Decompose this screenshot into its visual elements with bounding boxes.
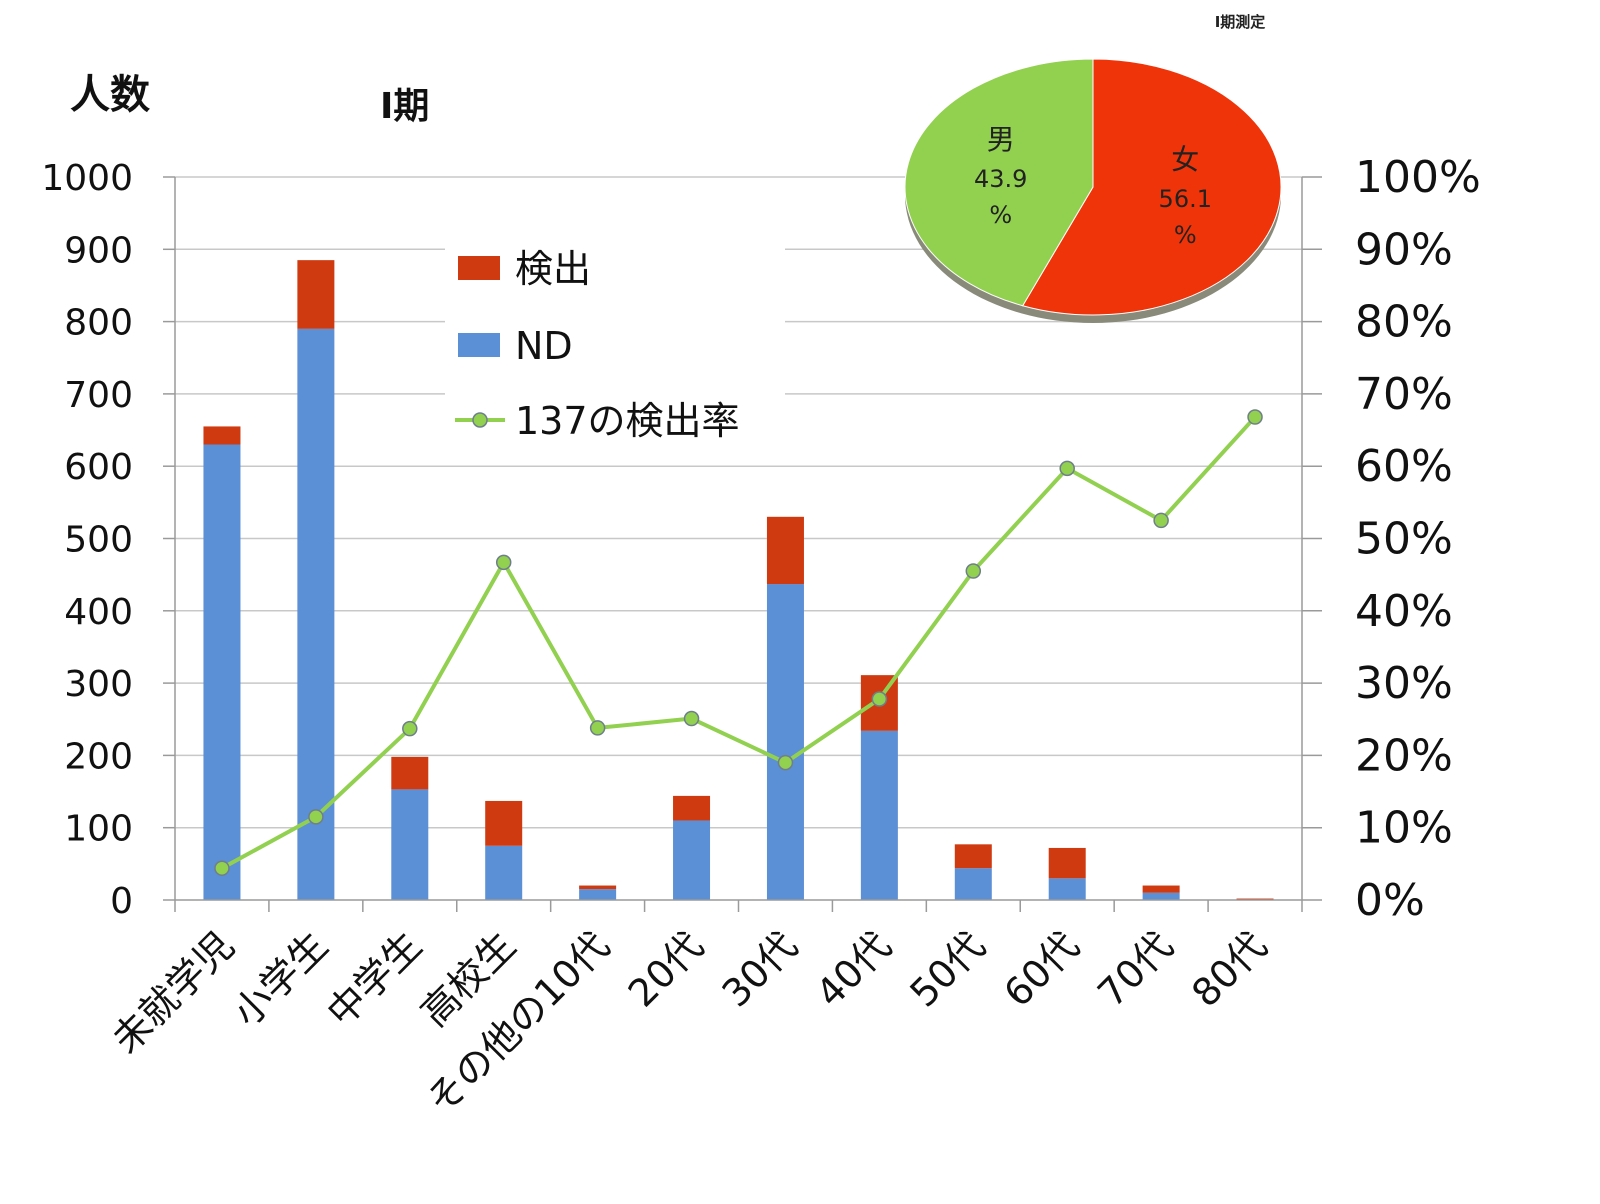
rate-point bbox=[402, 720, 418, 737]
y-tick-label-right: 30% bbox=[1355, 658, 1453, 709]
x-tick-label: 30代 bbox=[714, 923, 806, 1015]
y-tick-label-left: 1000 bbox=[41, 158, 133, 199]
rate-point bbox=[214, 860, 230, 876]
bar-nd bbox=[1048, 878, 1086, 900]
x-tick-label: 小学生 bbox=[225, 923, 337, 1035]
bar-nd bbox=[954, 868, 992, 900]
pie-label-unit: % bbox=[989, 201, 1012, 229]
y-tick-label-left: 800 bbox=[64, 303, 133, 344]
y-tick-label-right: 0% bbox=[1355, 875, 1425, 926]
pie-title: Ⅰ期測定 bbox=[1215, 13, 1266, 31]
legend-label: 検出 bbox=[515, 247, 591, 291]
y-tick-label-right: 40% bbox=[1355, 586, 1453, 637]
rate-point bbox=[308, 809, 324, 825]
x-tick-label: 60代 bbox=[995, 923, 1087, 1015]
bar-nd bbox=[673, 820, 711, 900]
rate-line-group bbox=[214, 409, 1263, 876]
bar-nd bbox=[766, 584, 804, 900]
y-tick-label-left: 500 bbox=[64, 520, 133, 561]
legend-swatch bbox=[458, 256, 500, 280]
bar-detected bbox=[391, 756, 429, 790]
legend-swatch bbox=[458, 333, 500, 357]
pie-slice bbox=[1021, 58, 1282, 316]
legend: 検出 ND 137の検出率 bbox=[445, 240, 785, 455]
bar-detected bbox=[203, 426, 241, 445]
y-tick-label-left: 600 bbox=[64, 447, 133, 488]
y-tick-label-right: 100% bbox=[1355, 152, 1481, 203]
pie-label-unit: % bbox=[1174, 221, 1197, 249]
y-tick-label-right: 50% bbox=[1355, 514, 1453, 565]
y-tick-label-right: 20% bbox=[1355, 730, 1453, 781]
pie-label-value: 43.9 bbox=[974, 165, 1027, 193]
bar-detected bbox=[485, 800, 523, 846]
bar-nd bbox=[1142, 892, 1180, 900]
y-tick-label-left: 200 bbox=[64, 736, 133, 777]
bar-detected bbox=[579, 885, 617, 890]
x-tick-label: 未就学児 bbox=[104, 923, 243, 1062]
x-tick-label: 80代 bbox=[1183, 923, 1275, 1015]
bar-nd bbox=[203, 444, 241, 900]
y-axis-title: 人数 bbox=[70, 72, 150, 118]
pie-label-name: 女 bbox=[1171, 143, 1199, 176]
y-tick-label-left: 300 bbox=[64, 664, 133, 705]
rate-point bbox=[871, 691, 888, 707]
bar-nd bbox=[485, 845, 523, 900]
rate-line bbox=[220, 415, 1257, 870]
rate-point bbox=[1247, 409, 1263, 425]
rate-point bbox=[1059, 460, 1075, 477]
rate-point bbox=[777, 754, 794, 771]
legend-label: 137の検出率 bbox=[515, 399, 740, 443]
y-tick-label-right: 70% bbox=[1355, 369, 1453, 420]
pie-label-name: 男 bbox=[987, 123, 1015, 156]
rate-point bbox=[683, 710, 700, 727]
legend-marker bbox=[472, 412, 488, 428]
bar-nd bbox=[391, 789, 429, 900]
y-tick-label-right: 80% bbox=[1355, 297, 1453, 348]
rate-point bbox=[965, 563, 982, 579]
y-tick-label-right: 90% bbox=[1355, 224, 1453, 275]
y-tick-label-left: 700 bbox=[64, 375, 133, 416]
bar-nd bbox=[860, 730, 898, 900]
bar-detected bbox=[766, 516, 804, 585]
x-tick-label: 70代 bbox=[1089, 923, 1181, 1015]
bar-detected bbox=[673, 795, 711, 821]
pie-slice bbox=[904, 58, 1094, 307]
chart-subtitle: Ⅰ期 bbox=[380, 86, 429, 127]
rate-point bbox=[495, 554, 512, 571]
bar-detected bbox=[954, 844, 992, 869]
bar-detected bbox=[1048, 847, 1086, 879]
y-tick-label-left: 100 bbox=[64, 809, 133, 850]
pie-label-value: 56.1 bbox=[1159, 185, 1212, 213]
y-tick-label-left: 400 bbox=[64, 592, 133, 633]
y-tick-label-left: 900 bbox=[64, 230, 133, 271]
bar-nd bbox=[579, 889, 617, 900]
x-tick-label: 20代 bbox=[620, 923, 712, 1015]
rate-point bbox=[1153, 512, 1169, 529]
x-tick-label: 40代 bbox=[808, 923, 900, 1015]
y-tick-label-right: 60% bbox=[1355, 441, 1453, 492]
y-tick-label-left: 0 bbox=[110, 881, 133, 922]
bar-detected bbox=[1142, 885, 1180, 893]
bar-detected bbox=[297, 260, 335, 329]
x-tick-label: 中学生 bbox=[318, 923, 430, 1035]
legend-label: ND bbox=[515, 324, 573, 368]
y-tick-label-right: 10% bbox=[1355, 803, 1453, 854]
rate-point bbox=[589, 720, 606, 736]
x-tick-label: 50代 bbox=[901, 923, 993, 1015]
